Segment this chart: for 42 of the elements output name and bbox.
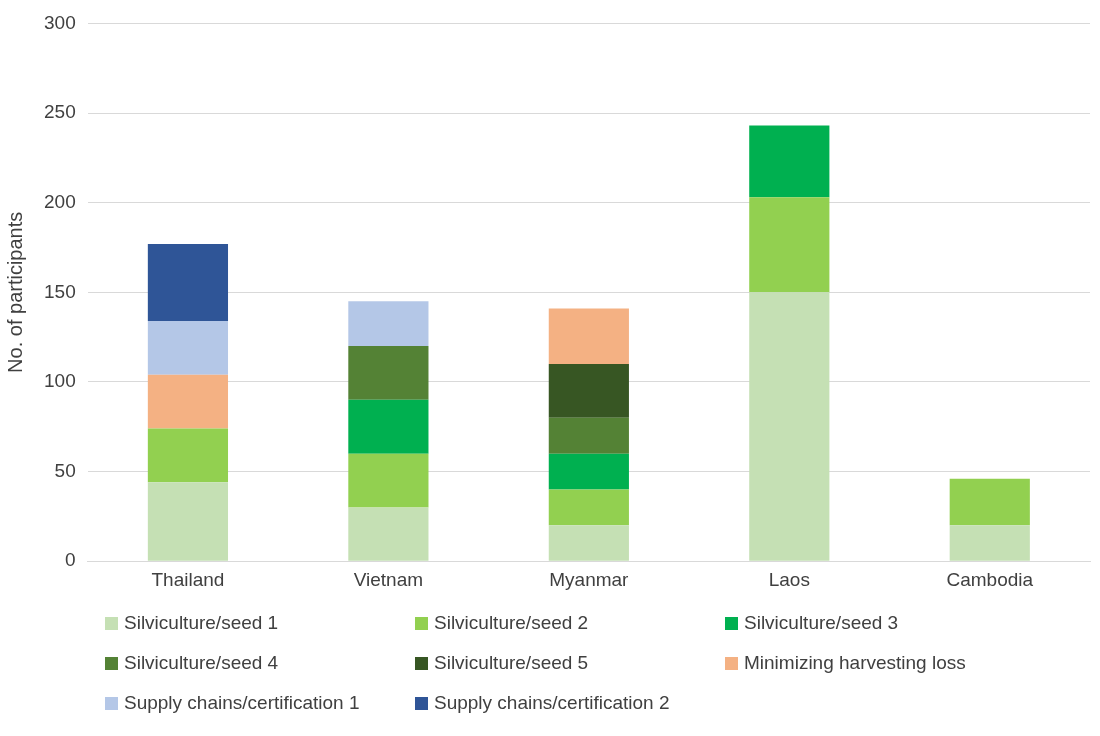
y-tick-label: 250 — [44, 101, 76, 123]
x-tick-label: Cambodia — [946, 568, 1034, 590]
legend-label: Silviculture/seed 1 — [124, 612, 279, 634]
bar — [749, 125, 830, 198]
x-tick-label: Myanmar — [549, 568, 630, 590]
y-tick-label: 300 — [44, 11, 76, 33]
bar — [949, 525, 1030, 561]
y-tick-label: 100 — [44, 370, 76, 392]
bar — [348, 453, 429, 508]
bar — [548, 489, 629, 526]
bar — [348, 399, 429, 454]
legend-label: Silviculture/seed 4 — [124, 652, 279, 674]
legend-label: Supply chains/certification 1 — [124, 692, 360, 714]
bar — [548, 417, 629, 454]
bar — [147, 374, 229, 429]
bar — [749, 197, 830, 293]
bar — [147, 243, 229, 321]
legend-label: Silviculture/seed 5 — [434, 652, 589, 674]
bar — [147, 320, 229, 375]
bar — [749, 292, 830, 561]
x-tick-label: Laos — [768, 568, 810, 590]
legend-label: Supply chains/certification 2 — [434, 692, 670, 714]
y-axis-title: No. of participants — [3, 211, 26, 373]
bar — [949, 478, 1030, 526]
y-tick-label: 200 — [44, 190, 76, 212]
bar — [147, 428, 229, 483]
bar — [147, 482, 229, 561]
legend-label: Minimizing harvesting loss — [744, 652, 966, 674]
legend-label: Silviculture/seed 2 — [434, 612, 589, 634]
y-tick-label: 50 — [54, 459, 76, 481]
bar — [548, 525, 629, 561]
bar — [348, 346, 429, 400]
legend-label: Silviculture/seed 3 — [744, 612, 899, 634]
bar — [348, 507, 429, 561]
bar — [548, 453, 629, 490]
bar — [548, 308, 629, 365]
bar — [548, 364, 629, 418]
y-tick-label: 150 — [44, 280, 76, 302]
y-tick-label: 0 — [65, 549, 76, 571]
x-tick-label: Vietnam — [353, 568, 424, 590]
x-tick-label: Thailand — [151, 568, 225, 590]
bar — [348, 301, 429, 347]
